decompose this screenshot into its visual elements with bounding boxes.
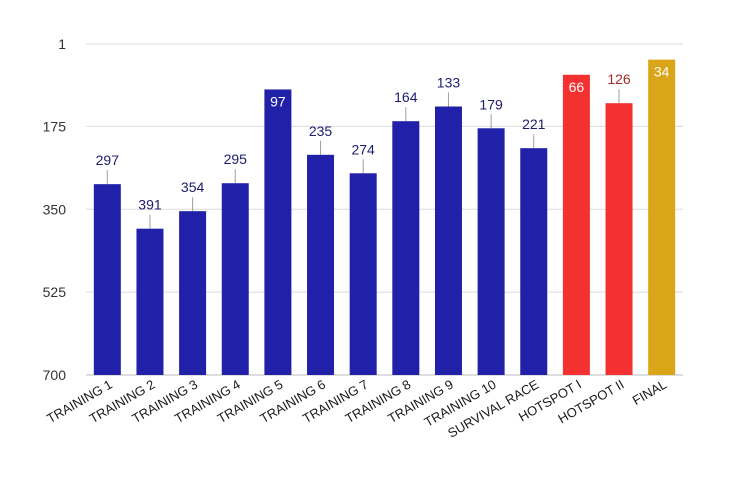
data-label: 126 <box>607 71 631 87</box>
bar <box>434 106 462 375</box>
x-tick-label: FINAL <box>630 377 669 408</box>
gridlines <box>86 43 683 376</box>
y-tick-label: 1 <box>58 36 66 52</box>
data-label: 235 <box>309 123 333 139</box>
data-label: 34 <box>654 64 670 80</box>
bar <box>605 103 633 375</box>
data-label: 295 <box>224 151 248 167</box>
y-tick-label: 350 <box>43 201 67 217</box>
y-axis: 1 175 350 525 700 <box>43 36 67 383</box>
bar <box>179 211 207 375</box>
y-tick-label: 525 <box>43 284 67 300</box>
bar <box>307 154 335 375</box>
bar <box>392 121 420 376</box>
y-tick-label: 700 <box>43 367 67 383</box>
data-label: 274 <box>351 141 375 157</box>
bar <box>562 74 590 375</box>
bar <box>93 184 121 375</box>
bar <box>349 173 377 375</box>
data-label: 391 <box>138 197 162 213</box>
bar <box>477 128 505 375</box>
bar <box>221 183 249 375</box>
data-label: 354 <box>181 179 205 195</box>
bar <box>264 89 292 375</box>
data-label: 66 <box>569 79 585 95</box>
data-label: 97 <box>270 93 286 109</box>
bar <box>136 228 164 375</box>
bar <box>648 59 676 375</box>
data-label: 179 <box>479 96 503 112</box>
bar <box>520 148 548 375</box>
y-tick-label: 175 <box>43 118 67 134</box>
data-label: 133 <box>437 75 461 91</box>
data-label: 297 <box>96 152 120 168</box>
bars: 297 391 354 295 97 235 274 164 133 179 221 66 126 34 <box>93 59 676 376</box>
data-label: 221 <box>522 116 546 132</box>
data-label: 164 <box>394 89 418 105</box>
